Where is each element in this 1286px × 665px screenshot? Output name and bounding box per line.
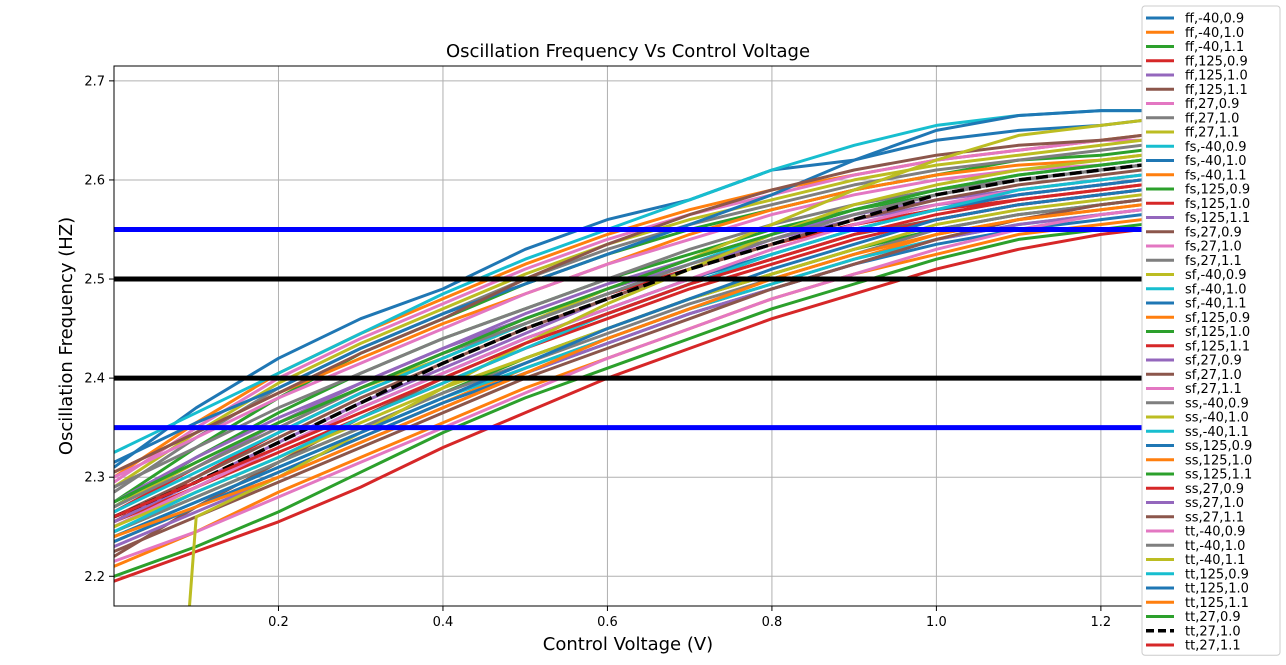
- legend-entry-label: ff,27,0.9: [1185, 97, 1239, 112]
- axis-ticks: 0.2 0.4 0.6 0.8 1.0 1.2 2.2 2.3 2.4 2.5 2.6 2.7: [84, 74, 1111, 630]
- legend-entry-label: fs,27,0.9: [1185, 225, 1242, 240]
- legend-entry-label: fs,125,0.9: [1185, 183, 1250, 198]
- legend-entry-label: tt,-40,1.0: [1185, 539, 1245, 554]
- legend-entry-label: fs,-40,1.0: [1185, 154, 1247, 169]
- legend-entry-label: fs,27,1.1: [1185, 254, 1242, 269]
- legend-entry-label: ss,125,1.1: [1185, 468, 1252, 483]
- legend-entry-label: tt,125,1.0: [1185, 582, 1249, 597]
- legend-entry-label: tt,125,0.9: [1185, 567, 1249, 582]
- y-tick-label: 2.5: [84, 273, 105, 288]
- legend-entry-label: sf,27,0.9: [1185, 354, 1242, 369]
- x-tick-label: 0.8: [762, 615, 783, 630]
- legend-entry-label: ss,27,1.1: [1185, 510, 1244, 525]
- series-line: [114, 228, 1142, 583]
- legend-entry-label: fs,-40,0.9: [1185, 140, 1247, 155]
- x-tick-label: 0.6: [597, 615, 618, 630]
- y-tick-label: 2.2: [84, 570, 105, 585]
- legend-entry-label: sf,-40,0.9: [1185, 268, 1247, 283]
- x-axis-label: Control Voltage (V): [543, 634, 713, 655]
- y-tick-label: 2.4: [84, 372, 105, 387]
- legend-entry-label: ff,-40,1.1: [1185, 40, 1244, 55]
- series-line: [187, 153, 1142, 606]
- legend-entry-label: sf,125,1.1: [1185, 339, 1250, 354]
- legend-entry-label: ff,-40,0.9: [1185, 12, 1244, 27]
- reference-lines: [114, 226, 1142, 431]
- legend-entry-label: ff,27,1.1: [1185, 126, 1239, 141]
- series-line: [114, 183, 1142, 519]
- y-tick-label: 2.7: [84, 74, 105, 89]
- legend-entry-label: ff,27,1.0: [1185, 111, 1239, 126]
- legend-entry-label: sf,-40,1.1: [1185, 297, 1247, 312]
- series-line: [114, 163, 1142, 519]
- x-tick-label: 0.2: [268, 615, 289, 630]
- legend-entry-label: fs,27,1.0: [1185, 240, 1242, 255]
- series-line: [114, 208, 1142, 563]
- legend-entry-label: fs,125,1.1: [1185, 211, 1250, 226]
- plot-area: [114, 109, 1142, 606]
- legend-entry-label: ss,-40,1.0: [1185, 411, 1249, 426]
- legend-entry-label: ss,-40,1.1: [1185, 425, 1249, 440]
- legend-entry-label: sf,-40,1.0: [1185, 282, 1247, 297]
- chart-title: Oscillation Frequency Vs Control Voltage: [446, 41, 810, 62]
- series-line: [114, 203, 1142, 539]
- legend-entry-label: ss,27,1.0: [1185, 496, 1244, 511]
- legend-entry-label: sf,125,1.0: [1185, 325, 1250, 340]
- legend-entry-label: fs,-40,1.1: [1185, 168, 1247, 183]
- legend-entry-label: tt,-40,1.1: [1185, 553, 1245, 568]
- series-line: [114, 109, 1142, 464]
- legend-entry-label: ss,125,0.9: [1185, 439, 1252, 454]
- legend-entry-label: ff,125,1.1: [1185, 83, 1248, 98]
- y-tick-label: 2.6: [84, 173, 105, 188]
- series-line: [114, 158, 1142, 504]
- series-line: [114, 198, 1142, 534]
- legend-entry-label: sf,27,1.1: [1185, 382, 1242, 397]
- legend-entry-label: sf,27,1.0: [1185, 368, 1242, 383]
- legend-entry-label: sf,125,0.9: [1185, 311, 1250, 326]
- legend-entry-label: tt,27,1.0: [1185, 624, 1241, 639]
- legend-entry-label: tt,27,1.1: [1185, 639, 1241, 654]
- legend-entry-label: ff,-40,1.0: [1185, 26, 1244, 41]
- legend-box: [1141, 5, 1281, 656]
- legend: ff,-40,0.9ff,-40,1.0ff,-40,1.1ff,125,0.9…: [1141, 5, 1281, 656]
- legend-entry-label: ss,27,0.9: [1185, 482, 1244, 497]
- legend-entry-label: tt,27,0.9: [1185, 610, 1241, 625]
- legend-entry-label: ff,125,1.0: [1185, 69, 1248, 84]
- legend-entry-label: tt,-40,0.9: [1185, 525, 1245, 540]
- y-axis-label: Oscillation Frequency (HZ): [56, 217, 77, 455]
- x-tick-label: 1.2: [1091, 615, 1112, 630]
- series-line: [114, 188, 1142, 538]
- legend-entry-label: ss,-40,0.9: [1185, 396, 1249, 411]
- series-line: [114, 119, 1142, 469]
- y-tick-label: 2.3: [84, 471, 105, 486]
- legend-entry-label: fs,125,1.0: [1185, 197, 1250, 212]
- x-tick-label: 1.0: [926, 615, 947, 630]
- legend-entry-label: ss,125,1.0: [1185, 453, 1252, 468]
- series-line: [114, 223, 1142, 578]
- legend-entry-label: tt,125,1.1: [1185, 596, 1249, 611]
- x-tick-label: 0.4: [433, 615, 454, 630]
- series-lines: [114, 109, 1142, 606]
- legend-entry-label: ff,125,0.9: [1185, 54, 1248, 69]
